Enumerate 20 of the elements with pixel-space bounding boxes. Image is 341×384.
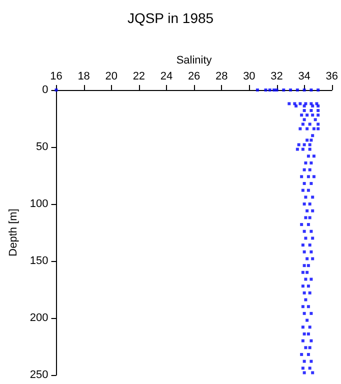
x-tick-label: 32 (270, 70, 283, 82)
y-tick-label: 0 (42, 84, 48, 96)
y-tick-label: 150 (30, 255, 48, 267)
y-tick-label: 100 (30, 198, 48, 210)
x-tick-label: 28 (216, 70, 228, 82)
x-tick-label: 18 (78, 70, 90, 82)
x-tick-label: 24 (160, 70, 173, 82)
x-axis-title: Salinity (176, 54, 212, 67)
y-tick-label: 250 (30, 369, 48, 381)
x-tick-label: 30 (243, 70, 256, 82)
x-tick-label: 36 (326, 70, 338, 82)
y-tick-label: 50 (36, 141, 48, 153)
x-tick-label: 22 (132, 70, 146, 82)
x-tick-label: 16 (50, 70, 62, 82)
y-tick-label: 200 (30, 312, 48, 324)
x-tick-label: 20 (105, 70, 118, 82)
x-tick-label: 34 (298, 70, 310, 82)
x-tick-label: 26 (188, 70, 200, 82)
chart-title: JQSP in 1985 (127, 10, 214, 26)
y-axis-title: Depth [m] (8, 208, 20, 256)
